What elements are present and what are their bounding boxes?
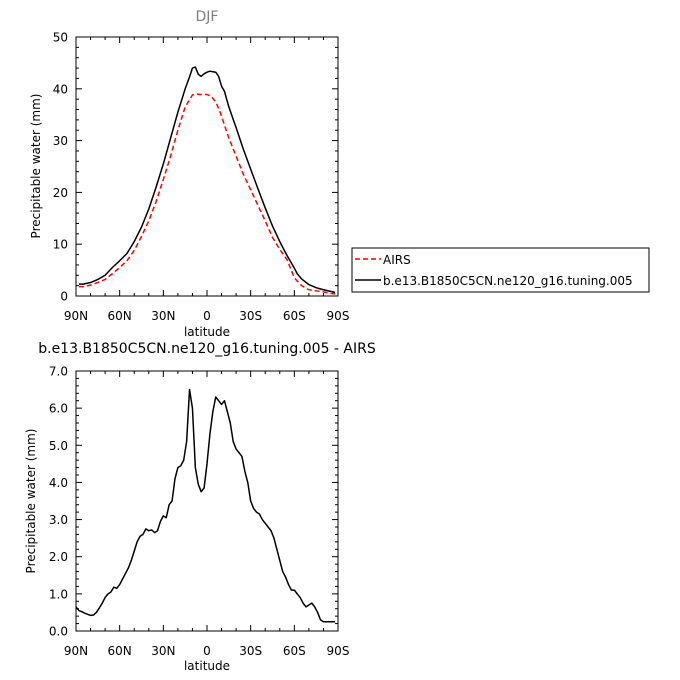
plot-frame	[75, 370, 339, 632]
y-tick-label: 30	[53, 134, 68, 148]
x-tick-label: 90N	[64, 309, 88, 323]
x-tick-label: 30S	[239, 644, 262, 658]
x-tick-label: 0	[203, 644, 211, 658]
axis-ticks: 0.0 1.0 2.0 3.0 4.0 5.0 6.0 7.0 90N 60N 30N 0 30S 60S…	[49, 365, 350, 659]
x-tick-label: 60S	[283, 644, 306, 658]
x-tick-label: 90N	[64, 644, 88, 658]
x-tick-label: 30N	[151, 644, 175, 658]
y-tick-label: 2.0	[49, 550, 68, 564]
legend-label-model: b.e13.B1850C5CN.ne120_g16.tuning.005	[383, 274, 633, 288]
x-tick-label: 30S	[239, 309, 262, 323]
y-tick-label: 6.0	[49, 402, 68, 416]
x-axis-title: latitude	[184, 325, 230, 339]
y-tick-label: 7.0	[49, 365, 68, 379]
series-lines	[78, 66, 336, 295]
y-axis-title: Precipitable water (mm)	[29, 94, 43, 239]
y-tick-label: 1.0	[49, 587, 68, 601]
difference-panel: b.e13.B1850C5CN.ne120_g16.tuning.005 - A…	[24, 341, 376, 673]
djf-panel: DJF 0 10 20 30 40 50 90N 60N 30N 0 30S 60S 90S Preci…	[29, 9, 650, 339]
y-tick-label: 40	[53, 82, 68, 96]
x-tick-label: 60N	[108, 309, 132, 323]
x-axis-title: latitude	[184, 659, 230, 673]
legend-label-airs: AIRS	[383, 253, 411, 267]
x-tick-label: 30N	[151, 309, 175, 323]
plot-frame	[75, 36, 339, 297]
x-tick-label: 90S	[327, 644, 350, 658]
y-axis-title: Precipitable water (mm)	[24, 429, 38, 574]
y-tick-label: 20	[53, 186, 68, 200]
y-tick-label: 10	[53, 238, 68, 252]
y-tick-label: 3.0	[49, 513, 68, 527]
axis-ticks: 0 10 20 30 40 50 90N 60N 30N 0 30S 60S 90S	[53, 31, 350, 324]
legend: AIRS b.e13.B1850C5CN.ne120_g16.tuning.00…	[351, 247, 650, 293]
series-lines	[75, 388, 336, 623]
series-line-0	[75, 388, 336, 623]
series-line-1	[78, 66, 336, 294]
y-tick-label: 50	[53, 31, 68, 45]
chart-title: b.e13.B1850C5CN.ne120_g16.tuning.005 - A…	[38, 341, 376, 357]
chart-title: DJF	[196, 9, 219, 25]
y-tick-label: 5.0	[49, 439, 68, 453]
series-line-0	[78, 93, 336, 295]
x-tick-label: 60N	[108, 644, 132, 658]
x-tick-label: 60S	[283, 309, 306, 323]
x-tick-label: 90S	[327, 309, 350, 323]
y-tick-label: 4.0	[49, 476, 68, 490]
x-tick-label: 0	[203, 309, 211, 323]
y-tick-label: 0	[60, 290, 68, 304]
legend-box	[351, 247, 650, 293]
y-tick-label: 0.0	[49, 625, 68, 639]
